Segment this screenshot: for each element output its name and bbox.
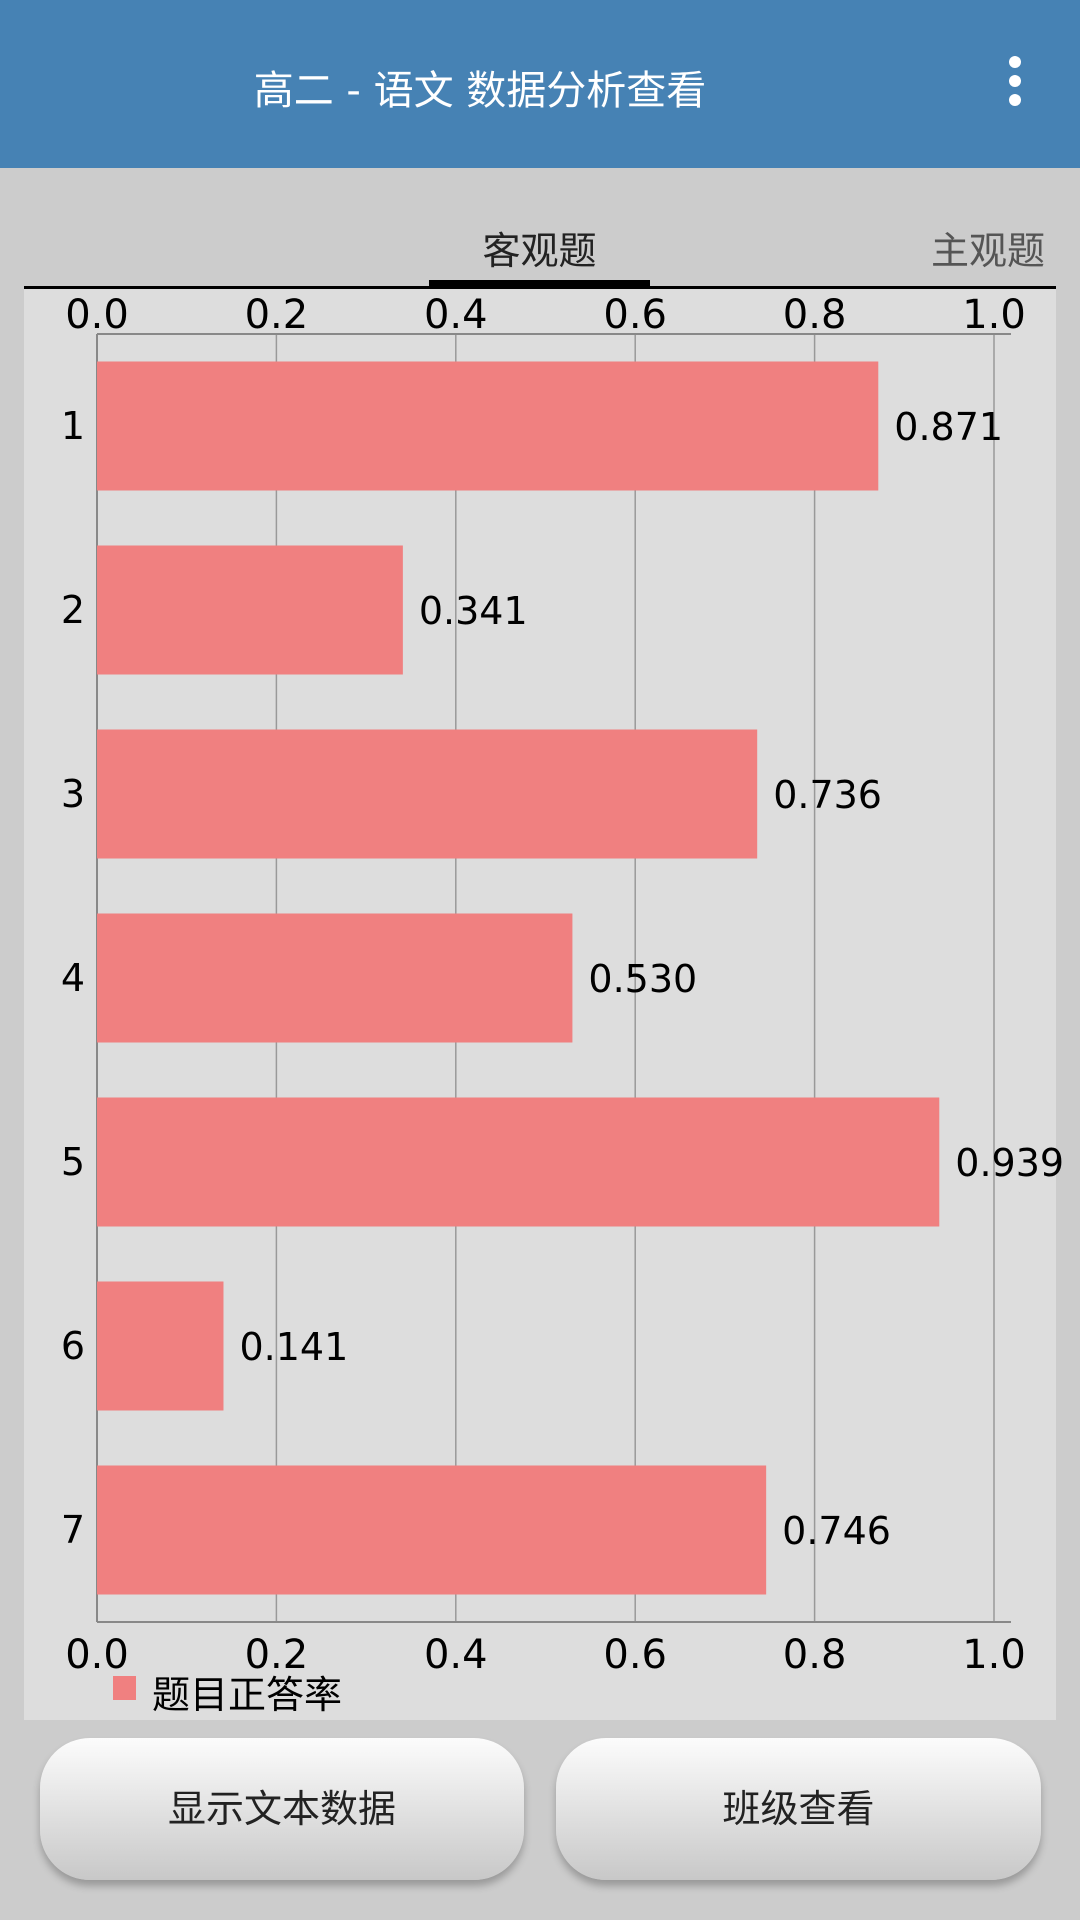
x-tick-label-bottom: 0.2 xyxy=(245,1632,309,1678)
bar xyxy=(97,913,573,1043)
app-bar: 高二 - 语文 数据分析查看 xyxy=(0,0,1080,168)
data-label: 0.341 xyxy=(419,589,528,633)
x-tick-label-top: 0.8 xyxy=(783,292,847,338)
y-tick-label: 3 xyxy=(61,772,85,816)
page-title: 高二 - 语文 数据分析查看 xyxy=(253,68,707,114)
x-tick-label-bottom: 0.6 xyxy=(603,1632,667,1678)
show-text-data-button[interactable]: 显示文本数据 xyxy=(40,1738,524,1880)
data-label: 0.939 xyxy=(955,1141,1064,1185)
y-tick-label: 2 xyxy=(61,588,85,632)
class-view-button[interactable]: 班级查看 xyxy=(556,1738,1041,1880)
data-label: 0.871 xyxy=(894,405,1003,449)
legend-label: 题目正答率 xyxy=(152,1673,343,1717)
y-tick-label: 7 xyxy=(61,1508,85,1552)
x-tick-label-top: 1.0 xyxy=(962,292,1026,338)
tab-subjective[interactable]: 主观题 xyxy=(931,229,1046,273)
bar xyxy=(97,361,879,491)
bar xyxy=(97,1281,224,1411)
x-tick-label-top: 0.6 xyxy=(603,292,667,338)
bar xyxy=(97,1097,940,1227)
x-tick-label-bottom: 0.8 xyxy=(783,1632,847,1678)
x-tick-label-bottom: 0.0 xyxy=(65,1632,129,1678)
y-tick-label: 1 xyxy=(61,404,85,448)
bar xyxy=(97,1465,767,1595)
tab-objective[interactable]: 客观题 xyxy=(482,229,597,273)
x-tick-label-top: 0.2 xyxy=(245,292,309,338)
tab-indicator xyxy=(429,280,650,288)
data-label: 0.141 xyxy=(239,1325,348,1369)
bar xyxy=(97,545,403,675)
data-label: 0.746 xyxy=(782,1509,891,1553)
y-tick-label: 4 xyxy=(61,956,85,1000)
y-tick-label: 6 xyxy=(61,1324,85,1368)
legend-swatch xyxy=(113,1676,136,1700)
bar xyxy=(97,729,758,859)
x-tick-label-bottom: 1.0 xyxy=(962,1632,1026,1678)
more-vert-icon[interactable] xyxy=(1000,56,1030,112)
x-tick-label-top: 0.4 xyxy=(424,292,488,338)
x-tick-label-top: 0.0 xyxy=(65,292,129,338)
data-label: 0.530 xyxy=(588,957,697,1001)
data-label: 0.736 xyxy=(773,773,882,817)
x-tick-label-bottom: 0.4 xyxy=(424,1632,488,1678)
y-tick-label: 5 xyxy=(61,1140,85,1184)
